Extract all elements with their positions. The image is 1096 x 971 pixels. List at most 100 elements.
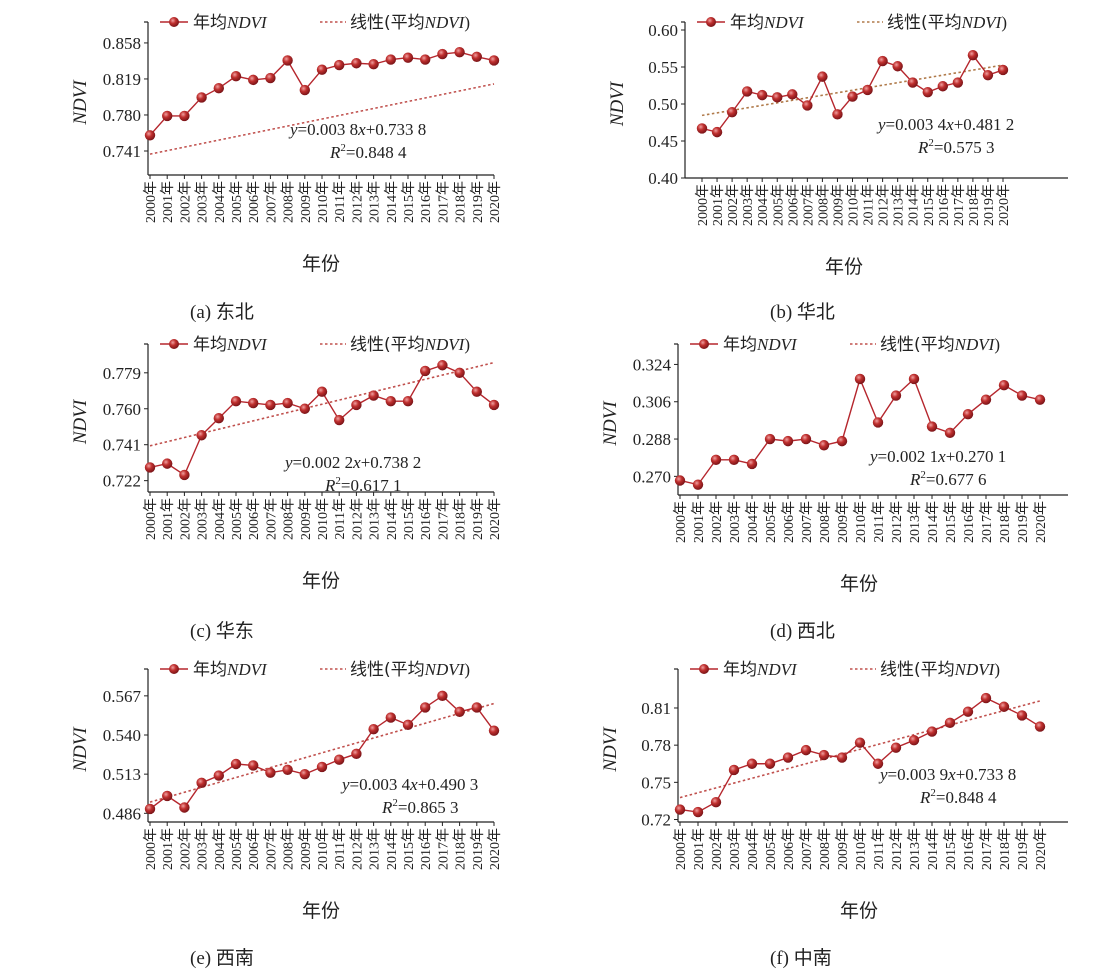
x-tick-label: 2013年 xyxy=(891,184,907,226)
x-tick-label: 2019年 xyxy=(981,184,997,226)
x-tick-label: 2019年 xyxy=(1015,828,1031,870)
data-point xyxy=(402,52,414,63)
data-point xyxy=(728,764,740,776)
data-point xyxy=(437,360,448,371)
data-point xyxy=(488,399,500,411)
x-tick-label: 2001年 xyxy=(160,498,176,540)
x-tick-label: 2008年 xyxy=(817,828,833,870)
x-tick-label: 2006年 xyxy=(781,501,797,543)
x-tick-label: 2019年 xyxy=(470,828,486,870)
subfigure-caption: (e) 西南 xyxy=(190,947,254,969)
legend-series-swatch-marker xyxy=(706,17,716,27)
data-point xyxy=(230,395,242,407)
x-tick-label: 2018年 xyxy=(997,501,1013,543)
x-tick-label: 2019年 xyxy=(1015,501,1031,543)
data-point xyxy=(385,395,396,407)
y-tick-label: 0.819 xyxy=(103,70,141,89)
trend-line xyxy=(149,361,495,447)
data-point xyxy=(299,84,310,96)
data-point xyxy=(926,421,938,432)
x-tick-label: 2012年 xyxy=(349,181,365,223)
x-tick-label: 2020年 xyxy=(1033,501,1049,543)
data-point xyxy=(351,748,362,760)
legend-series-label: 年均NDVI xyxy=(193,13,268,33)
y-tick-label: 0.779 xyxy=(103,364,141,383)
data-point xyxy=(967,49,979,61)
y-tick-label: 0.486 xyxy=(103,804,141,823)
x-tick-label: 2016年 xyxy=(936,184,952,226)
data-point xyxy=(764,433,776,445)
x-tick-label: 2010年 xyxy=(315,828,331,870)
legend-series-label: 年均NDVI xyxy=(193,335,268,355)
x-tick-label: 2020年 xyxy=(487,181,503,223)
data-point xyxy=(471,702,482,713)
data-point xyxy=(488,55,500,66)
data-point xyxy=(454,706,465,717)
x-tick-label: 2007年 xyxy=(263,498,279,540)
data-point xyxy=(908,735,920,746)
data-point xyxy=(144,130,156,141)
x-tick-label: 2008年 xyxy=(281,828,297,870)
y-tick-label: 0.513 xyxy=(103,765,141,784)
y-tick-label: 0.78 xyxy=(641,736,671,755)
data-point xyxy=(907,77,918,88)
chart-svg-b: 0.40 0.45 0.50 0.55 0.60 2000年 2001年 2002年 2003年… xyxy=(607,13,1068,323)
chart-panel-e: 0.486 0.513 0.540 0.567 2000年 2001年 2002年 2003年… xyxy=(0,646,548,969)
x-tick-label: 2013年 xyxy=(367,181,383,223)
x-tick-label: 2000年 xyxy=(673,501,689,543)
r-squared: R2=0.848 4 xyxy=(329,142,407,162)
data-point xyxy=(299,403,310,414)
x-tick-label: 2002年 xyxy=(177,498,193,540)
data-point xyxy=(726,106,738,118)
data-point xyxy=(800,433,812,445)
x-tick-label: 2009年 xyxy=(830,184,846,226)
x-axis-title: 年份 xyxy=(840,573,878,595)
y-axis-title: NDVI xyxy=(70,79,91,126)
x-tick-label: 2001年 xyxy=(691,501,707,543)
legend-series-swatch-marker xyxy=(699,664,709,674)
x-tick-label: 2014年 xyxy=(384,828,400,870)
y-tick-label: 0.72 xyxy=(641,811,671,830)
x-tick-label: 2012年 xyxy=(876,184,892,226)
x-tick-label: 2011年 xyxy=(871,828,887,869)
x-tick-label: 2011年 xyxy=(332,498,348,539)
y-tick-label: 0.858 xyxy=(103,34,141,53)
data-point xyxy=(696,123,708,134)
data-point xyxy=(944,427,956,439)
x-tick-label: 2017年 xyxy=(951,184,967,226)
x-tick-label: 2001年 xyxy=(160,181,176,223)
data-point xyxy=(351,399,362,411)
x-tick-label: 2012年 xyxy=(349,498,365,540)
data-point xyxy=(230,70,242,82)
data-point xyxy=(179,802,190,813)
y-tick-label: 0.45 xyxy=(648,132,678,151)
data-point xyxy=(385,54,396,65)
data-point xyxy=(265,767,276,778)
data-point xyxy=(454,46,465,58)
data-point xyxy=(196,92,207,103)
data-point xyxy=(316,761,328,773)
chart-panel-b: 0.40 0.45 0.50 0.55 0.60 2000年 2001年 2002年 2003年… xyxy=(548,0,1096,323)
chart-svg-a: 0.741 0.780 0.819 0.858 2000年 2001年 2002年 2003年… xyxy=(70,13,503,323)
data-point xyxy=(998,379,1010,391)
y-tick-label: 0.760 xyxy=(103,400,141,419)
x-tick-label: 2003年 xyxy=(740,184,756,226)
y-tick-label: 0.50 xyxy=(648,95,678,114)
data-point xyxy=(471,51,482,62)
x-tick-label: 2008年 xyxy=(815,184,831,226)
x-tick-label: 2004年 xyxy=(755,184,771,226)
data-point xyxy=(213,770,224,781)
data-point xyxy=(316,386,328,397)
x-tick-label: 2010年 xyxy=(315,498,331,540)
data-point xyxy=(1016,710,1028,721)
data-point xyxy=(248,760,259,771)
x-tick-label: 2002年 xyxy=(177,181,193,223)
x-tick-label: 2010年 xyxy=(315,181,331,223)
data-point xyxy=(674,804,686,815)
x-tick-label: 2014年 xyxy=(906,184,922,226)
x-tick-label: 2004年 xyxy=(212,498,228,540)
legend-series-swatch-marker xyxy=(169,664,179,674)
x-tick-label: 2014年 xyxy=(384,498,400,540)
x-tick-label: 2002年 xyxy=(709,828,725,870)
x-tick-label: 2015年 xyxy=(943,501,959,543)
